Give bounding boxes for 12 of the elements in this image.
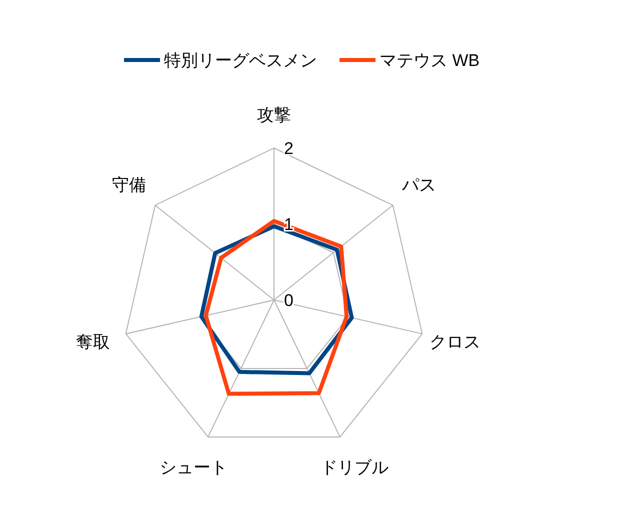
spoke-label: 守備 xyxy=(112,175,146,194)
spoke-label: ドリブル xyxy=(320,458,388,478)
y-tick-label: 0 xyxy=(284,291,294,310)
spoke-label: シュート xyxy=(160,458,228,478)
spoke-label: 攻撃 xyxy=(257,106,291,125)
y-tick-label: 1 xyxy=(284,215,294,234)
spoke-label: 奪取 xyxy=(76,332,110,352)
spoke-label: クロス xyxy=(429,332,480,352)
legend-label: 特別リーグベスメン xyxy=(164,51,317,70)
legend-label: マテウス WB xyxy=(380,51,480,70)
spoke-label: パス xyxy=(400,175,436,194)
y-tick-label: 2 xyxy=(284,139,294,158)
